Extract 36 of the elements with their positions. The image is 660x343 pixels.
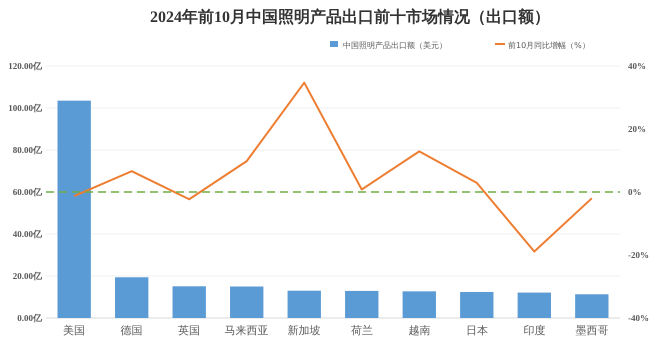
y2-tick-label: 0% [628,187,642,198]
y-tick-label: 100.00亿 [8,103,43,114]
x-tick-label: 越南 [408,324,430,337]
bar [58,100,91,318]
bar [575,294,608,318]
bar [518,292,551,318]
y2-tick-label: 40% [628,61,646,72]
y2-tick-label: -40% [628,313,649,324]
bar [115,277,148,318]
y2-tick-label: 20% [628,124,646,134]
legend-label: 前10月同比增幅（%） [508,41,590,50]
chart-title: 2024年前10月中国照明产品出口前十市场情况（出口额） [150,8,550,26]
bar [460,292,494,318]
y-tick-label: 40.00亿 [12,229,43,240]
x-tick-label: 马来西亚 [224,324,269,337]
x-tick-label: 墨西哥 [575,324,608,337]
y-tick-label: 0.00亿 [17,313,43,324]
y-tick-label: 60.00亿 [12,187,43,198]
line-series [73,82,593,253]
x-tick-label: 美国 [63,324,86,337]
x-tick-label: 印度 [523,324,546,337]
x-tick-label: 德国 [120,324,143,337]
y-tick-label: 80.00亿 [12,145,43,156]
x-tick-label: 荷兰 [350,324,373,337]
y2-tick-label: -20% [628,250,649,260]
bar [345,290,378,318]
bar [288,290,321,318]
x-tick-label: 英国 [178,324,200,337]
x-tick-label: 日本 [466,324,488,337]
legend-label: 中国照明产品出口额（美元） [343,41,447,50]
y-tick-label: 120.00亿 [8,61,43,72]
bar [402,291,436,318]
bar [172,286,206,318]
y-tick-label: 20.00亿 [12,271,43,282]
x-tick-label: 新加坡 [288,324,321,337]
bar [230,286,264,318]
